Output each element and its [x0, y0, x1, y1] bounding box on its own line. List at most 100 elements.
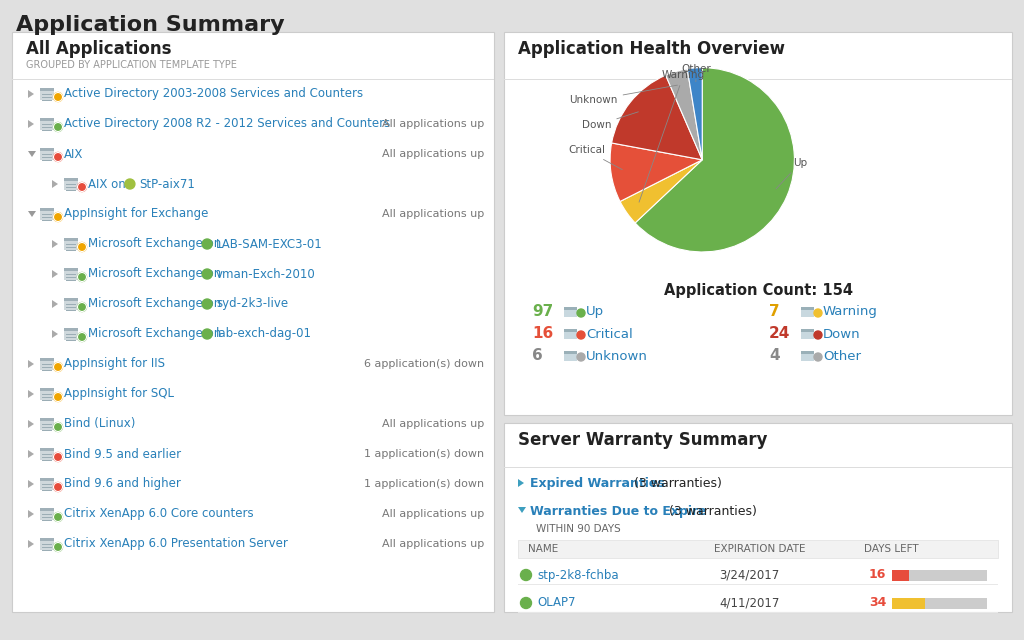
Circle shape: [202, 329, 212, 339]
Circle shape: [814, 353, 822, 361]
Bar: [42, 547, 52, 548]
Text: LAB-SAM-EXC3-01: LAB-SAM-EXC3-01: [216, 237, 323, 250]
Polygon shape: [28, 480, 34, 488]
Polygon shape: [52, 300, 58, 308]
Bar: [66, 334, 76, 335]
Bar: [42, 517, 52, 518]
Text: 16: 16: [869, 568, 887, 582]
Bar: [42, 394, 52, 395]
Polygon shape: [28, 151, 36, 157]
Text: Server Warranty Summary: Server Warranty Summary: [518, 431, 768, 449]
Wedge shape: [666, 69, 702, 160]
Bar: [40, 148, 54, 151]
Bar: [40, 358, 54, 361]
Circle shape: [202, 239, 212, 249]
Text: Bind (Linux): Bind (Linux): [63, 417, 135, 431]
Bar: [42, 100, 52, 101]
Bar: [40, 508, 54, 520]
Bar: [66, 304, 76, 305]
Bar: [66, 250, 76, 251]
Bar: [564, 307, 577, 310]
Bar: [40, 88, 54, 100]
Polygon shape: [28, 510, 34, 518]
Bar: [66, 190, 76, 191]
Text: AppInsight for SQL: AppInsight for SQL: [63, 387, 174, 401]
Text: EXPIRATION DATE: EXPIRATION DATE: [714, 544, 806, 554]
Bar: [42, 364, 52, 365]
Bar: [42, 160, 52, 161]
Bar: [892, 598, 987, 609]
Bar: [801, 351, 814, 361]
Bar: [42, 430, 52, 431]
Text: StP-aix71: StP-aix71: [139, 177, 195, 191]
Text: 3/24/2017: 3/24/2017: [719, 568, 779, 582]
Bar: [892, 598, 926, 609]
Circle shape: [53, 212, 62, 221]
Bar: [42, 214, 52, 215]
Text: Microsoft Exchange on: Microsoft Exchange on: [88, 268, 221, 280]
Bar: [892, 570, 909, 581]
Text: 1 application(s) down: 1 application(s) down: [364, 479, 484, 489]
Text: Up: Up: [776, 158, 807, 189]
Bar: [63, 268, 78, 271]
Bar: [66, 337, 76, 338]
Text: 34: 34: [869, 596, 887, 609]
Bar: [66, 244, 76, 245]
Circle shape: [78, 273, 86, 282]
Wedge shape: [610, 143, 702, 202]
Circle shape: [53, 362, 62, 371]
Bar: [66, 274, 76, 275]
Circle shape: [53, 422, 62, 431]
Bar: [42, 484, 52, 485]
Circle shape: [53, 452, 62, 461]
Bar: [63, 178, 78, 190]
Text: 1 application(s) down: 1 application(s) down: [364, 449, 484, 459]
Circle shape: [78, 333, 86, 342]
Text: Up: Up: [586, 305, 604, 319]
Wedge shape: [687, 68, 702, 160]
Polygon shape: [28, 360, 34, 368]
Bar: [801, 329, 814, 332]
Text: 6: 6: [532, 349, 543, 364]
Text: Application Summary: Application Summary: [16, 15, 285, 35]
Text: (3 warranties): (3 warranties): [635, 477, 722, 490]
Bar: [564, 307, 577, 317]
Bar: [42, 157, 52, 158]
Bar: [63, 268, 78, 280]
Text: NAME: NAME: [528, 544, 558, 554]
Text: All applications up: All applications up: [382, 419, 484, 429]
Text: OLAP7: OLAP7: [537, 596, 575, 609]
Text: Expired Warranties: Expired Warranties: [530, 477, 669, 490]
Bar: [892, 570, 987, 581]
Text: Active Directory 2003-2008 Services and Counters: Active Directory 2003-2008 Services and …: [63, 88, 364, 100]
Bar: [42, 427, 52, 428]
Text: lab-exch-dag-01: lab-exch-dag-01: [216, 328, 312, 340]
Bar: [42, 460, 52, 461]
Bar: [66, 340, 76, 341]
Polygon shape: [52, 330, 58, 338]
Text: stp-2k8-fchba: stp-2k8-fchba: [537, 568, 618, 582]
Bar: [42, 367, 52, 368]
Bar: [63, 298, 78, 301]
Bar: [42, 544, 52, 545]
Bar: [42, 94, 52, 95]
Text: All applications up: All applications up: [382, 539, 484, 549]
Text: 16: 16: [532, 326, 553, 342]
Bar: [42, 370, 52, 371]
Bar: [42, 490, 52, 491]
Text: Microsoft Exchange on: Microsoft Exchange on: [88, 298, 221, 310]
Circle shape: [78, 182, 86, 191]
Circle shape: [202, 269, 212, 279]
Bar: [40, 88, 54, 91]
Bar: [40, 538, 54, 550]
Bar: [63, 328, 78, 340]
Bar: [42, 130, 52, 131]
Bar: [42, 220, 52, 221]
Text: Bind 9.5 and earlier: Bind 9.5 and earlier: [63, 447, 181, 461]
Bar: [42, 514, 52, 515]
Bar: [42, 487, 52, 488]
Bar: [42, 457, 52, 458]
Bar: [564, 351, 577, 354]
Bar: [40, 448, 54, 460]
Bar: [42, 124, 52, 125]
